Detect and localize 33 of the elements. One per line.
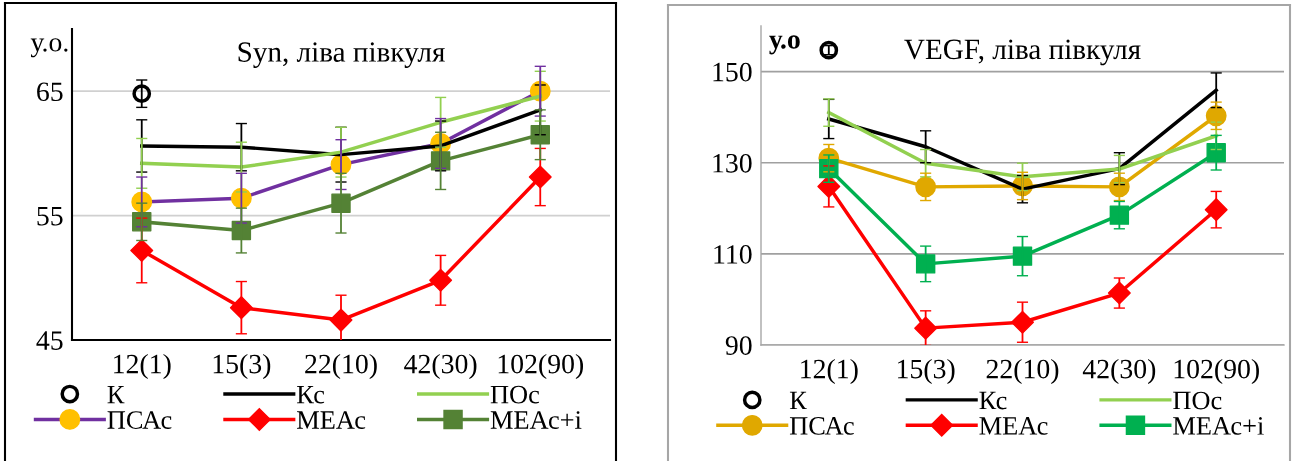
y-tick-label: 55 — [37, 207, 63, 226]
y-tick-label: 110 — [714, 245, 752, 264]
x-tick-label: 102(90) — [498, 353, 584, 380]
y-tick-label: 65 — [37, 82, 63, 102]
y-tick-label: 130 — [713, 153, 752, 173]
legend-label: ПСАс — [107, 411, 172, 429]
legend-label: МЕАс — [297, 411, 366, 429]
x-tick-label: 22(10) — [986, 358, 1059, 385]
y-tick-label: 150 — [713, 62, 752, 82]
y-tick-label: 90 — [725, 336, 752, 355]
legend-label: К — [789, 391, 807, 410]
legend-label: Кс — [979, 391, 1007, 410]
x-tick-label: 42(30) — [1082, 358, 1156, 385]
legend-label: ПОс — [490, 385, 540, 404]
x-tick-label: 12(1) — [114, 353, 171, 380]
x-tick-label: 12(1) — [801, 358, 858, 385]
x-tick-label: 102(90) — [1174, 358, 1259, 385]
legend-label: ПСАс — [789, 417, 854, 435]
y-axis-title: у.о — [769, 35, 800, 55]
chart-title: VEGF, ліва півкуля — [904, 39, 1141, 66]
legend-label: МЕАс+і — [1173, 417, 1264, 435]
x-tick-label: 15(3) — [898, 358, 955, 385]
legend-label: МЕАс+і — [490, 411, 582, 429]
x-tick-label: 22(10) — [305, 353, 377, 380]
x-tick-label: 42(30) — [404, 353, 477, 380]
y-axis-title: у.о. — [30, 38, 68, 58]
y-tick-label: 45 — [36, 331, 63, 350]
legend-label: МЕАс — [979, 417, 1048, 435]
legend-label: К — [107, 385, 125, 404]
legend-label: Кс — [297, 385, 325, 404]
legend-label: ПОс — [1173, 391, 1222, 410]
chart-title: Syn, ліва півкуля — [238, 42, 445, 68]
x-tick-label: 15(3) — [213, 353, 271, 380]
